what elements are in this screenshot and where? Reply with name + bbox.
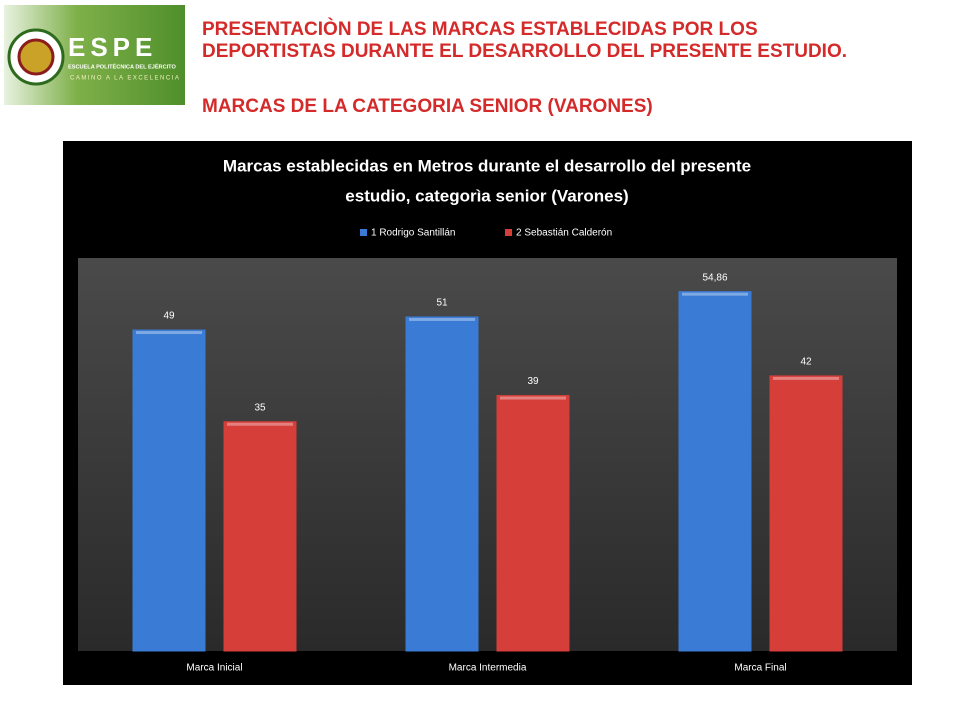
chart-title: Marcas establecidas en Metros durante el…: [223, 156, 751, 175]
legend-swatch: [505, 229, 512, 236]
legend-label: 1 Rodrigo Santillán: [371, 228, 456, 239]
logo-institution: ESCUELA POLITÉCNICA DEL EJÉRCITO: [68, 62, 176, 70]
data-label: 49: [163, 311, 175, 322]
data-label: 54,86: [702, 272, 727, 283]
x-tick-label: Marca Final: [734, 663, 786, 674]
chart-title: estudio, categorìa senior (Varones): [345, 186, 628, 205]
bar: [678, 291, 752, 652]
legend-swatch: [360, 229, 367, 236]
chart-area: [63, 141, 912, 685]
bar: [405, 316, 479, 652]
x-tick-label: Marca Intermedia: [449, 663, 527, 674]
bar-highlight: [227, 422, 293, 426]
bar-highlight: [773, 376, 839, 380]
legend-label: 2 Sebastián Calderón: [516, 228, 612, 239]
bar: [496, 395, 570, 652]
x-tick-label: Marca Inicial: [186, 663, 242, 674]
logo-name: ESPE: [68, 32, 157, 62]
bar: [223, 421, 297, 652]
bar-highlight: [136, 331, 202, 335]
data-label: 42: [800, 357, 812, 368]
slide-title-line: PRESENTACIÒN DE LAS MARCAS ESTABLECIDAS …: [202, 19, 758, 40]
bar: [132, 329, 206, 652]
data-label: 51: [436, 298, 448, 309]
plot-area: [78, 258, 897, 651]
data-label: 35: [254, 402, 266, 413]
logo-motto: CAMINO A LA EXCELENCIA: [70, 76, 180, 82]
slide-title: PRESENTACIÒN DE LAS MARCAS ESTABLECIDAS …: [202, 19, 847, 63]
data-label: 39: [527, 376, 539, 387]
bar-highlight: [500, 396, 566, 400]
logo-emblem-inner: [17, 38, 55, 76]
slide-title-line: DEPORTISTAS DURANTE EL DESARROLLO DEL PR…: [202, 41, 848, 62]
logo: ESPE ESCUELA POLITÉCNICA DEL EJÉRCITO CA…: [4, 5, 185, 105]
bar-highlight: [682, 292, 748, 296]
bar-highlight: [409, 317, 475, 321]
logo-graphic: ESPE ESCUELA POLITÉCNICA DEL EJÉRCITO CA…: [7, 28, 180, 86]
bar: [769, 375, 843, 652]
slide-subtitle: MARCAS DE LA CATEGORIA SENIOR (VARONES): [202, 96, 653, 117]
